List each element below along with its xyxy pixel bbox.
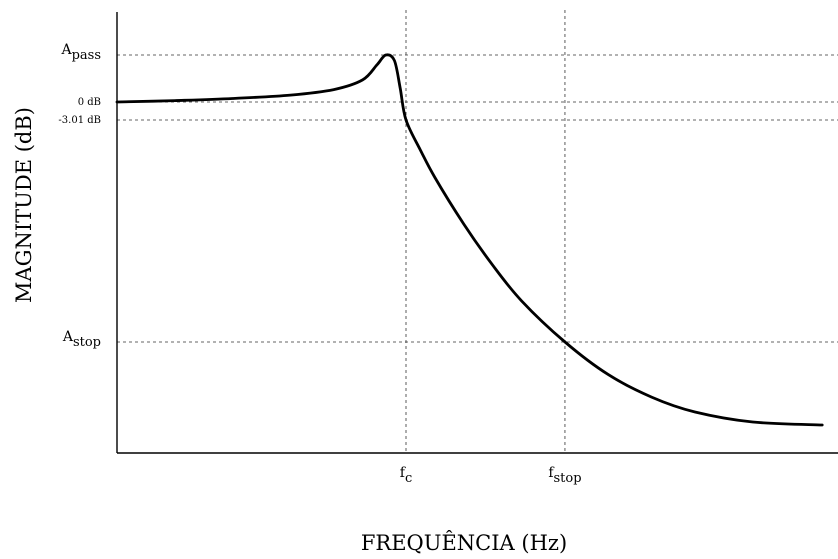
- y-tick-label-zero: 0 dB: [78, 97, 101, 108]
- x-tick-label-fc: fc: [400, 465, 412, 486]
- y-tick-label-m301: -3.01 dB: [58, 115, 101, 126]
- y-tick-label-apass: Apass: [60, 42, 101, 63]
- x-axis-label: FREQUÊNCIA (Hz): [361, 531, 567, 555]
- magnitude-response-curve: [115, 53, 824, 427]
- tick-labels: Apass 0 dB -3.01 dB Astop fc fstop: [58, 42, 581, 486]
- y-tick-label-astop: Astop: [62, 329, 101, 350]
- reference-lines: [117, 10, 838, 453]
- x-tick-label-fstop: fstop: [548, 465, 581, 486]
- y-axis-label: MAGNITUDE (dB): [12, 107, 36, 303]
- axes: [116, 12, 838, 454]
